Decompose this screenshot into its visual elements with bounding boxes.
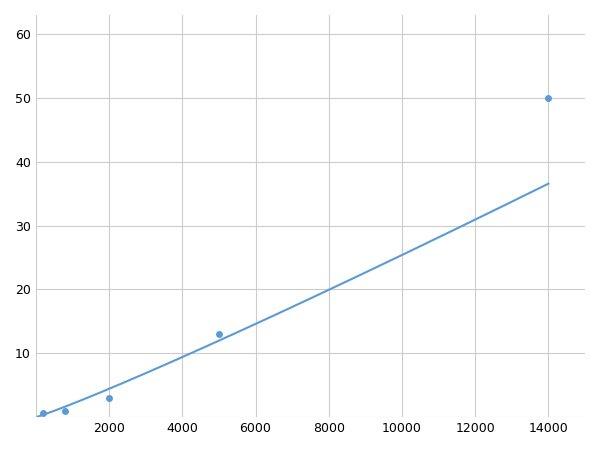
Point bbox=[104, 394, 114, 401]
Point bbox=[38, 410, 48, 417]
Point bbox=[544, 94, 553, 102]
Point bbox=[61, 407, 70, 414]
Point bbox=[214, 331, 224, 338]
